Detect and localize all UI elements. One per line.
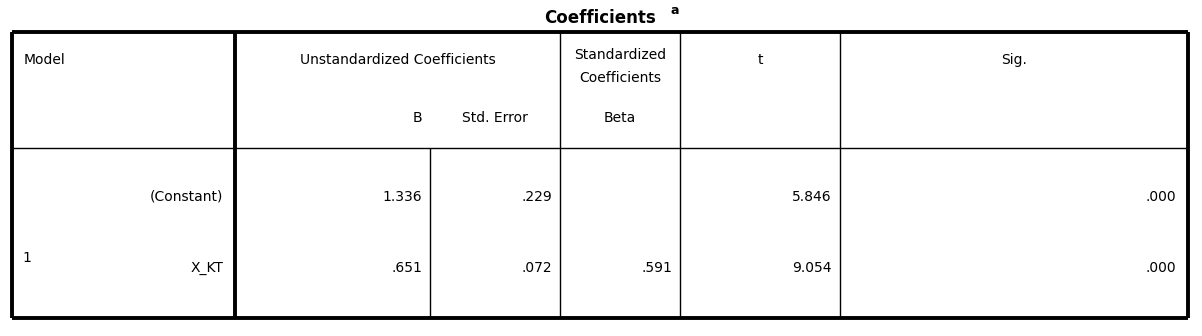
Text: .651: .651 <box>391 261 422 275</box>
Text: t: t <box>757 53 763 67</box>
Text: X_KT: X_KT <box>190 261 224 275</box>
Text: .591: .591 <box>641 261 672 275</box>
Text: 1.336: 1.336 <box>382 190 422 204</box>
Text: Sig.: Sig. <box>1001 53 1027 67</box>
Text: Unstandardized Coefficients: Unstandardized Coefficients <box>299 53 495 67</box>
Text: Beta: Beta <box>603 111 636 125</box>
Text: Coefficients: Coefficients <box>579 71 661 85</box>
Text: Model: Model <box>24 53 66 67</box>
Text: Coefficients: Coefficients <box>545 9 656 27</box>
Text: (Constant): (Constant) <box>149 190 224 204</box>
Text: Std. Error: Std. Error <box>462 111 528 125</box>
Text: 5.846: 5.846 <box>792 190 832 204</box>
Text: .000: .000 <box>1146 190 1176 204</box>
Text: .072: .072 <box>522 261 552 275</box>
Text: Standardized: Standardized <box>573 48 666 62</box>
Text: .000: .000 <box>1146 261 1176 275</box>
Text: 1: 1 <box>22 251 31 265</box>
Text: .229: .229 <box>522 190 552 204</box>
Text: 9.054: 9.054 <box>792 261 832 275</box>
Text: B: B <box>412 111 422 125</box>
Text: a: a <box>671 4 679 17</box>
